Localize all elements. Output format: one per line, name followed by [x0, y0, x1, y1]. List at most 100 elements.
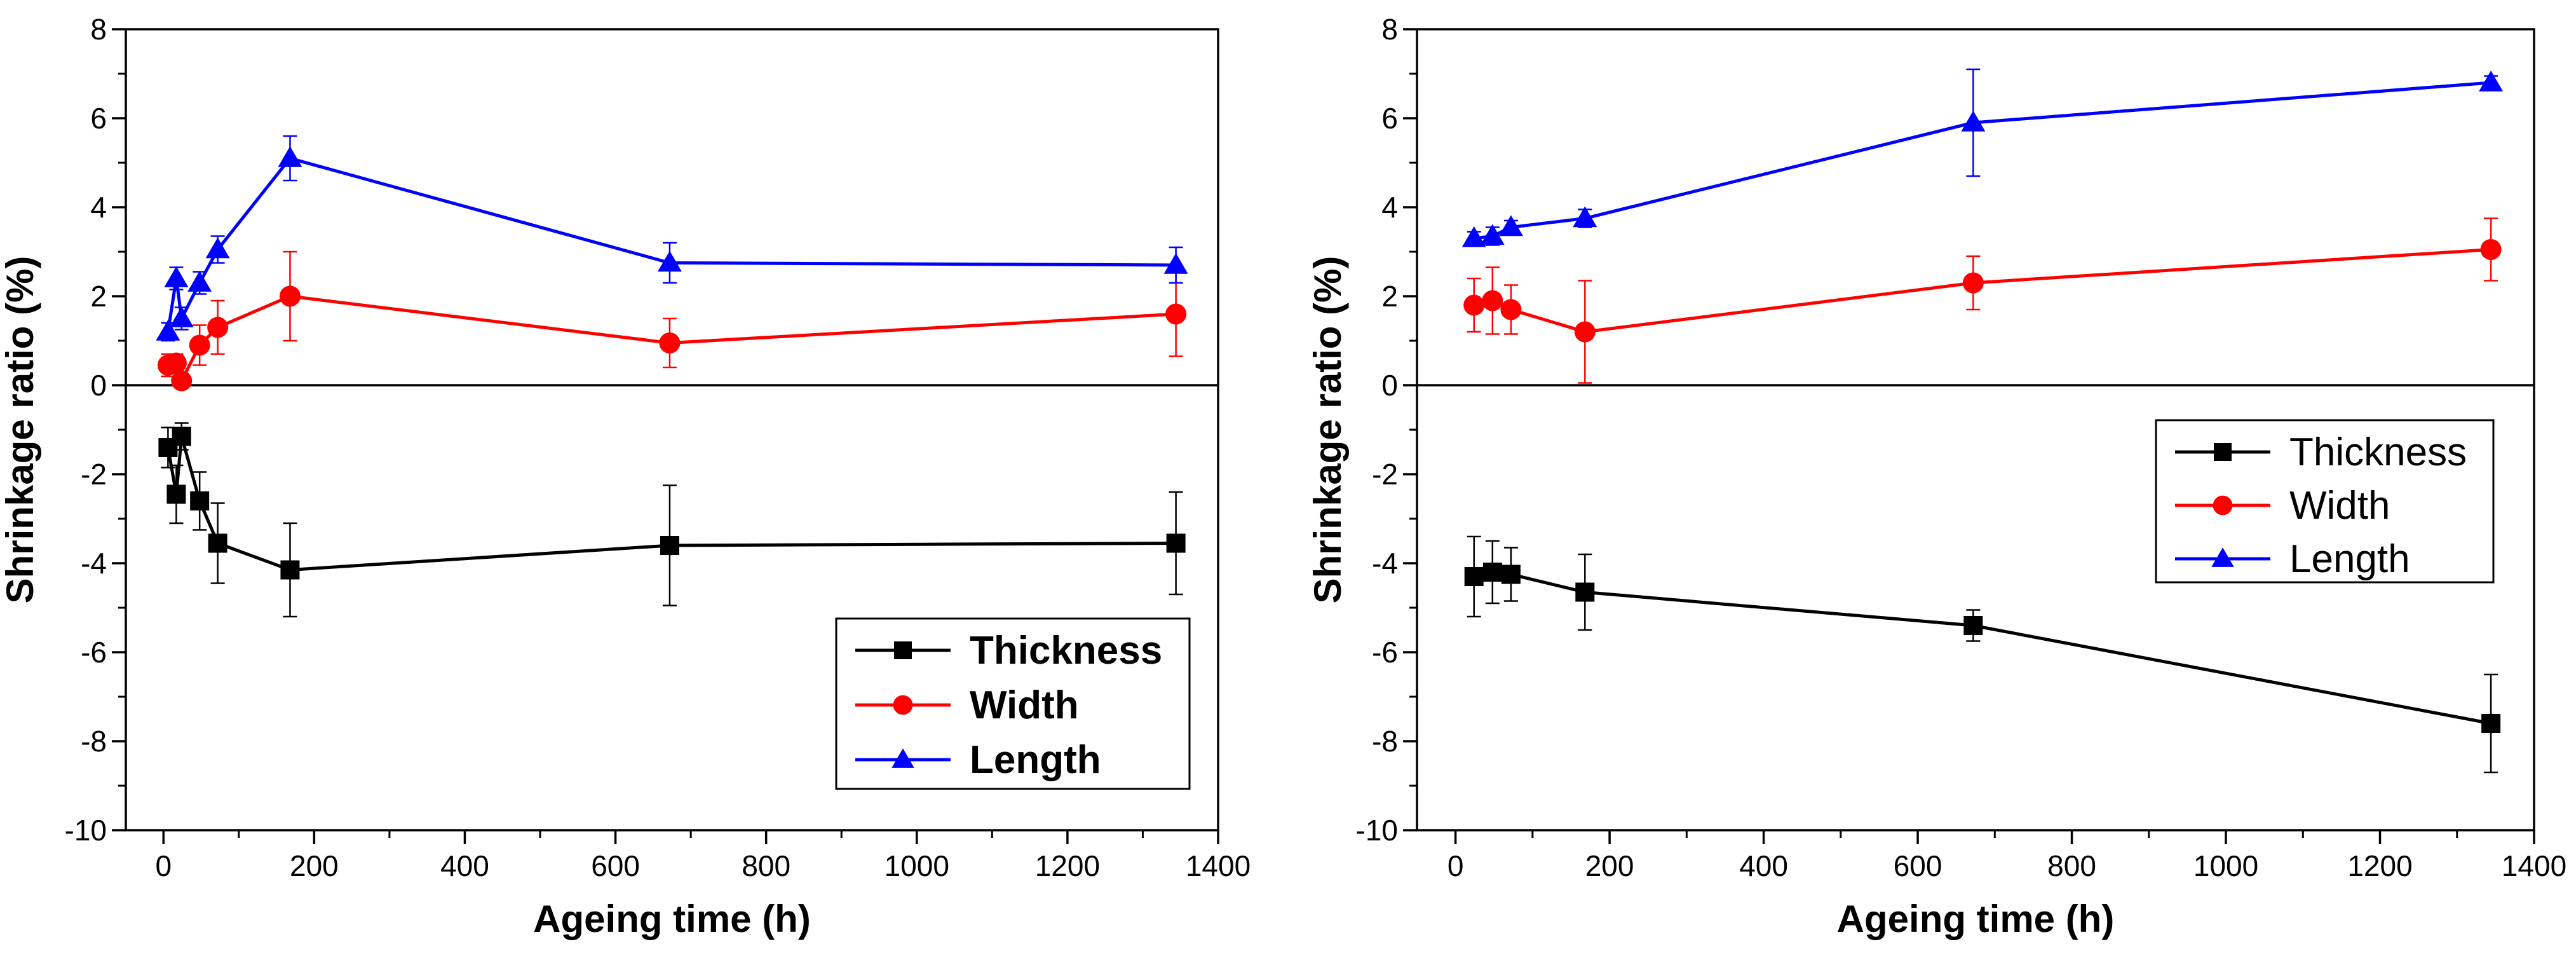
data-point: [278, 146, 302, 167]
legend-label-width: Width: [2289, 484, 2390, 528]
data-point: [164, 266, 189, 287]
data-point: [169, 306, 194, 327]
series-line: [1474, 570, 2491, 725]
y-tick-label: -4: [81, 547, 107, 580]
data-point: [1498, 215, 1523, 236]
data-point: [156, 320, 180, 341]
data-point: [189, 334, 210, 356]
data-point: [1573, 206, 1597, 228]
x-tick-label: 800: [2047, 849, 2096, 882]
x-tick-label: 600: [591, 849, 640, 882]
data-point: [1464, 567, 1484, 586]
x-tick-label: 1400: [1186, 849, 1251, 882]
y-tick-label: -6: [1372, 636, 1398, 669]
data-point: [1574, 321, 1596, 343]
data-point: [205, 237, 230, 259]
y-tick-label: 8: [90, 13, 107, 46]
legend: Thickness Width Length: [835, 617, 1191, 790]
y-tick-label: -6: [81, 636, 107, 669]
legend-label-length: Length: [970, 738, 1101, 782]
legend-marker: [894, 641, 912, 659]
data-point: [1575, 582, 1595, 602]
legend-marker: [891, 748, 914, 768]
x-tick-label: 600: [1894, 849, 1942, 882]
legend-label-length: Length: [2289, 537, 2410, 581]
y-tick-label: -10: [65, 814, 107, 847]
data-point: [190, 491, 210, 510]
legend-label-thickness: Thickness: [2289, 430, 2467, 474]
y-tick-label: -2: [1372, 458, 1398, 491]
data-point: [1166, 533, 1186, 553]
data-point: [165, 352, 187, 374]
data-point: [657, 250, 682, 272]
data-point: [279, 285, 301, 307]
data-point: [1963, 616, 1983, 635]
legend-marker: [893, 695, 913, 715]
chart-1: 0 200 400 600 800 1000 1200 1400 -10 -8 -6 -4 -2 0 2 4 6…: [0, 13, 1251, 940]
series-length: [1461, 68, 2504, 247]
data-point: [187, 271, 212, 292]
y-tick-label: 0: [1381, 369, 1398, 402]
data-point: [1482, 563, 1502, 582]
y-tick-label: 6: [1381, 102, 1398, 135]
legend-marker: [2211, 547, 2234, 567]
series-length: [156, 135, 1188, 342]
y-tick-label: -8: [81, 725, 107, 758]
data-point: [171, 370, 193, 392]
x-tick-label: 1400: [2502, 849, 2566, 882]
legend-box: [2155, 419, 2495, 584]
x-tick-label: 0: [1447, 849, 1464, 882]
data-point: [1165, 303, 1187, 325]
x-axis-title: Ageing time (h): [1837, 898, 2115, 940]
y-tick-label: 2: [1381, 280, 1398, 313]
series-line: [166, 156, 1176, 332]
y-tick-label: -2: [81, 458, 107, 491]
y-tick-label: 2: [90, 280, 107, 313]
x-tick-label: 200: [290, 849, 339, 882]
data-point: [1463, 294, 1485, 316]
legend: Thickness Width Length: [2155, 419, 2495, 584]
x-tick-label: 1000: [885, 849, 949, 882]
data-point: [208, 533, 227, 553]
series-width: [157, 250, 1187, 392]
series-line: [1474, 248, 2491, 334]
x-tick-label: 400: [440, 849, 489, 882]
x-tick-label: 400: [1739, 849, 1788, 882]
y-tick-label: 4: [1381, 191, 1398, 224]
x-tick-label: 1000: [2193, 849, 2258, 882]
data-point: [1961, 111, 1986, 132]
data-point: [2480, 239, 2502, 260]
series-thickness: [1464, 535, 2501, 774]
data-point: [2479, 71, 2504, 92]
data-point: [660, 536, 679, 555]
x-tick-label: 800: [742, 849, 790, 882]
x-tick-label: 1200: [1035, 849, 1100, 882]
y-tick-label: -10: [1356, 814, 1398, 847]
series-line: [166, 435, 1176, 572]
x-axis-title: Ageing time (h): [533, 898, 811, 940]
x-tick-label: 0: [155, 849, 172, 882]
data-point: [1482, 290, 1503, 311]
chart-2: 0 200 400 600 800 1000 1200 1400 -10 -8 -6 -4 -2 0 2 4 6…: [1306, 13, 2566, 940]
y-axis-title: Shrinkage ratio (%): [0, 256, 41, 604]
data-point: [1501, 565, 1521, 584]
data-point: [659, 332, 681, 353]
data-point: [1962, 272, 1984, 294]
x-tick-label: 1200: [2347, 849, 2412, 882]
data-point: [166, 484, 186, 504]
data-point: [207, 317, 229, 338]
y-tick-label: 4: [90, 191, 107, 224]
y-tick-label: 0: [90, 369, 107, 402]
y-tick-label: -8: [1372, 725, 1398, 758]
data-point: [1163, 253, 1188, 274]
data-point: [172, 427, 191, 446]
data-point: [1480, 224, 1505, 245]
legend-label-thickness: Thickness: [970, 629, 1162, 673]
data-point: [2481, 714, 2501, 733]
y-axis-title: Shrinkage ratio (%): [1306, 256, 1349, 604]
y-tick-label: 6: [90, 102, 107, 135]
legend-label-width: Width: [970, 683, 1079, 727]
legend-marker: [2213, 495, 2233, 516]
series-width: [1463, 217, 2502, 384]
